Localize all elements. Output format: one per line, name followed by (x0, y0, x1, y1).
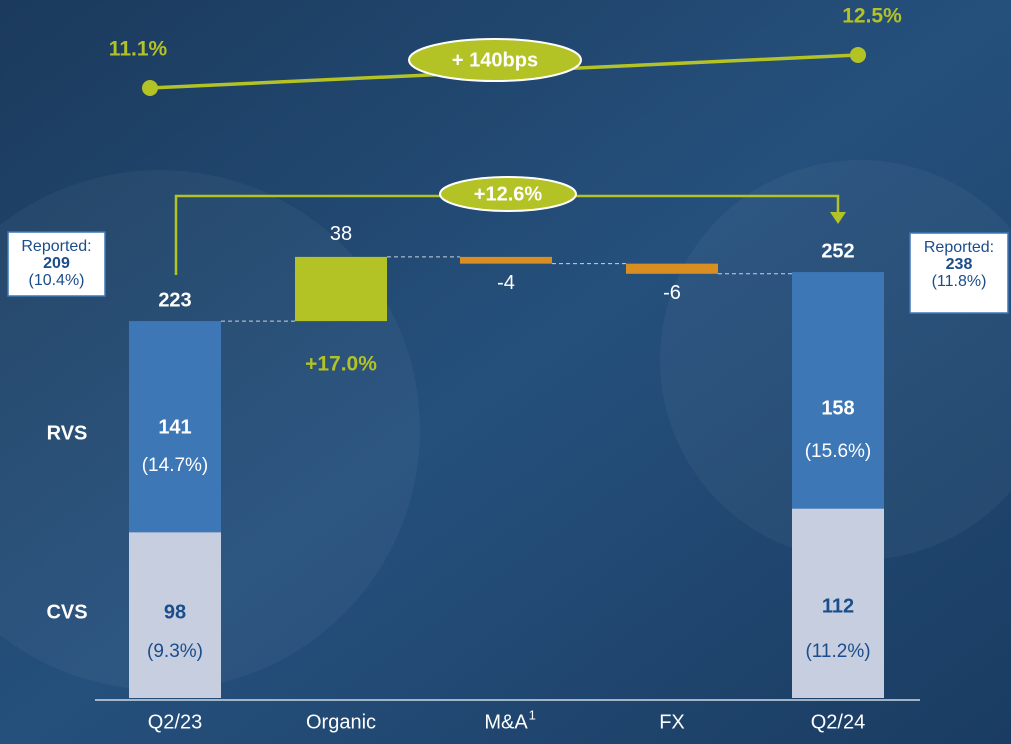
margin-change: + 140bps (452, 49, 538, 71)
reported-value: 209 (43, 255, 70, 272)
decrease-bar (626, 263, 718, 274)
x-tick-label: Organic (306, 711, 376, 733)
segment-value: 112 (822, 595, 854, 617)
increase-bar (295, 256, 387, 322)
reported-label: Reported: (924, 239, 994, 256)
segment-value: 98 (164, 601, 186, 623)
margin-label: 11.1% (109, 38, 168, 61)
decrease-bar (460, 256, 552, 264)
margin-point (850, 46, 866, 63)
x-tick-label: Q2/23 (148, 711, 202, 733)
delta-label: -6 (663, 282, 681, 304)
total-growth: +12.6% (474, 183, 543, 205)
reported-box (7, 231, 106, 297)
x-tick-label: Q2/24 (811, 711, 865, 733)
reported-label: Reported: (21, 238, 91, 255)
segment-margin: (15.6%) (805, 441, 872, 462)
margin-label: 12.5% (842, 5, 902, 28)
segment-margin: (14.7%) (142, 455, 209, 476)
cvs-segment (129, 532, 221, 698)
footnote-marker: 1 (529, 707, 536, 722)
x-tick-label: FX (659, 711, 685, 733)
segment-value: 158 (821, 397, 854, 419)
reported-box (909, 232, 1009, 314)
reported-margin: (10.4%) (28, 272, 84, 289)
growth-arrow (830, 212, 846, 224)
total-label: 223 (158, 289, 191, 311)
margin-point (142, 80, 158, 96)
reported-value: 238 (946, 256, 973, 273)
delta-label: -4 (497, 272, 515, 294)
segment-margin: (9.3%) (147, 641, 203, 662)
reported-margin: (11.8%) (932, 273, 987, 290)
segment-name: RVS (47, 422, 88, 444)
organic-growth: +17.0% (305, 353, 377, 376)
cvs-segment (792, 508, 884, 698)
margin-bubble (408, 38, 582, 82)
segment-name: CVS (46, 601, 87, 623)
delta-label: 38 (330, 223, 352, 245)
growth-bubble (439, 176, 577, 212)
segment-value: 141 (158, 416, 191, 438)
segment-margin: (11.2%) (805, 641, 870, 662)
x-tick-label: M&A (484, 711, 528, 733)
total-label: 252 (821, 240, 854, 262)
